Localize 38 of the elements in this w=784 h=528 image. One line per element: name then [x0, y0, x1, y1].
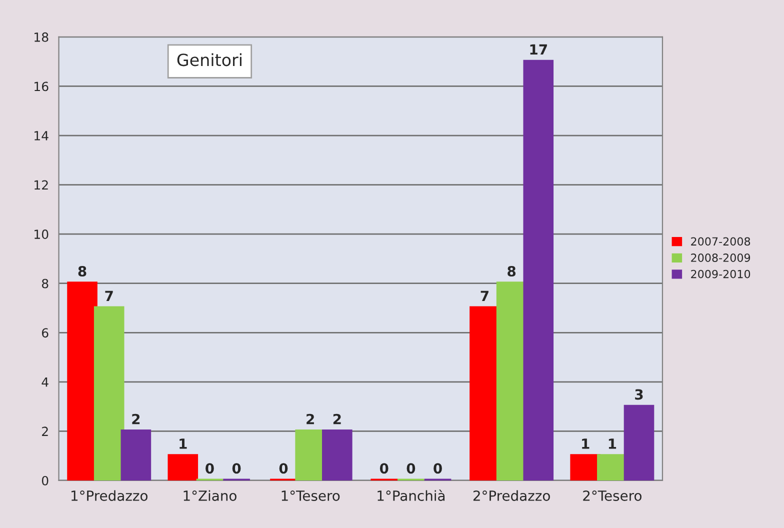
- data-label: 2: [333, 414, 341, 424]
- y-tick-label: 10: [34, 230, 48, 240]
- data-label: 0: [279, 463, 288, 474]
- data-label: 2: [306, 414, 314, 424]
- y-tick-label: 8: [42, 278, 48, 288]
- data-label: 8: [508, 266, 516, 276]
- x-tick-label: 2°Predazzo: [473, 490, 550, 501]
- y-tick-label: 18: [34, 32, 48, 42]
- data-label: 0: [434, 463, 442, 474]
- data-label: 3: [635, 389, 643, 400]
- x-tick-label: 1°Tesero: [282, 490, 340, 501]
- x-tick-label: 2°Tesero: [583, 490, 642, 501]
- y-tick-label: 6: [42, 328, 48, 338]
- data-label: 0: [406, 463, 416, 474]
- data-label: 7: [480, 290, 488, 301]
- data-label: 7: [105, 290, 113, 301]
- data-label: 1: [582, 438, 590, 449]
- y-tick-label: 0: [42, 476, 48, 486]
- text: Genitori: [177, 53, 242, 66]
- data-label: 0: [232, 463, 241, 474]
- data-label: 8: [78, 266, 86, 276]
- data-label: 1: [180, 438, 187, 449]
- data-label: 1: [608, 438, 616, 449]
- y-tick-label: 2: [42, 426, 48, 436]
- data-label: 2: [132, 414, 140, 424]
- x-tick-label: 1°Ziano: [184, 490, 236, 501]
- y-tick-label: 4: [42, 378, 48, 387]
- x-tick-label: 1°Panchià: [378, 490, 445, 501]
- data-label: 0: [206, 463, 214, 474]
- y-tick-label: 16: [34, 82, 48, 92]
- data-label: 0: [380, 463, 388, 474]
- data-label: 17: [530, 44, 547, 55]
- y-tick-label: 14: [34, 131, 48, 140]
- legend-label: 2007-2008: [691, 237, 750, 246]
- x-tick-label: 1°Predazzo: [72, 490, 148, 501]
- y-tick-label: 12: [34, 180, 48, 190]
- legend-label: 2009-2010: [691, 270, 750, 278]
- legend-label: 2008-2009: [691, 254, 750, 262]
